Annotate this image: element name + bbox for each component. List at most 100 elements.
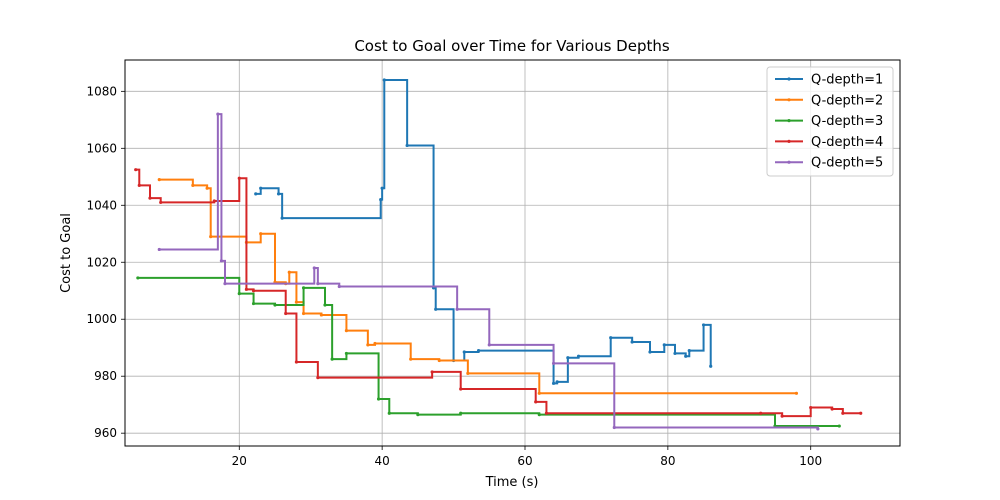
- data-point: [276, 192, 281, 196]
- data-point: [219, 259, 224, 263]
- data-point: [294, 360, 299, 364]
- data-point: [251, 301, 256, 306]
- data-point: [759, 411, 763, 415]
- data-point: [316, 376, 320, 380]
- data-point: [244, 287, 249, 291]
- legend-marker: [787, 160, 791, 164]
- data-point: [344, 351, 349, 356]
- data-point: [709, 364, 713, 368]
- data-point: [487, 343, 491, 347]
- data-point: [148, 196, 152, 200]
- data-point: [566, 356, 570, 360]
- series-4: [134, 168, 863, 418]
- legend-marker: [787, 77, 791, 81]
- data-point: [259, 186, 263, 190]
- data-point: [330, 357, 334, 361]
- series-line: [135, 168, 861, 418]
- data-point: [159, 200, 163, 205]
- data-point: [205, 186, 209, 190]
- data-point: [780, 414, 784, 418]
- data-point: [673, 351, 677, 356]
- data-point: [462, 350, 466, 354]
- data-point: [137, 183, 141, 187]
- data-point: [459, 411, 463, 415]
- data-point: [379, 197, 383, 202]
- x-tick-label: 80: [660, 454, 675, 468]
- y-tick-label: 1000: [86, 312, 117, 326]
- data-point: [434, 307, 438, 311]
- series-3: [136, 276, 841, 428]
- data-point: [366, 343, 370, 347]
- data-point: [312, 266, 316, 270]
- data-point: [380, 186, 384, 190]
- x-tick-label: 60: [517, 454, 532, 468]
- data-point: [216, 112, 220, 116]
- data-point: [466, 371, 470, 375]
- legend-box: [766, 66, 894, 177]
- data-point: [212, 199, 216, 203]
- data-point: [373, 341, 377, 346]
- legend: Q-depth=1 Q-depth=2 Q-depth=3 Q-depth=4 Q-de…: [766, 66, 894, 177]
- series-5: [157, 112, 820, 431]
- x-axis-label: Time (s): [485, 475, 539, 490]
- legend-label: Q-depth=5: [811, 156, 883, 171]
- data-point: [209, 235, 213, 239]
- plot-frame: [124, 59, 901, 447]
- data-point: [430, 370, 434, 374]
- x-tick-label: 100: [799, 454, 822, 468]
- data-point: [157, 178, 161, 182]
- data-point: [251, 289, 256, 293]
- legend-marker: [787, 98, 791, 102]
- data-point: [416, 413, 420, 417]
- chart-title: Cost to Goal over Time for Various Depth…: [354, 37, 670, 55]
- series-line: [159, 178, 797, 395]
- legend-label: Q-depth=1: [811, 73, 883, 88]
- series-layer: [134, 78, 863, 431]
- data-point: [544, 411, 549, 415]
- data-point: [576, 354, 581, 358]
- data-point: [687, 348, 691, 353]
- data-point: [237, 176, 241, 180]
- data-point: [387, 411, 391, 415]
- data-point: [816, 427, 820, 431]
- data-point: [323, 303, 327, 307]
- data-point: [237, 291, 241, 296]
- data-point: [136, 276, 140, 280]
- data-point: [316, 282, 320, 286]
- x-tick-label: 20: [232, 454, 247, 468]
- data-point: [405, 143, 409, 148]
- data-point: [337, 284, 341, 289]
- legend-label: Q-depth=2: [811, 93, 883, 108]
- data-point: [609, 336, 613, 340]
- data-point: [551, 361, 556, 365]
- data-point: [157, 247, 161, 252]
- data-point: [319, 313, 324, 317]
- data-point: [837, 424, 841, 428]
- legend-marker: [787, 119, 791, 123]
- series-line: [137, 276, 840, 428]
- data-point: [701, 323, 706, 327]
- y-tick-label: 960: [94, 426, 117, 440]
- legend-label: Q-depth=4: [811, 135, 883, 150]
- data-point: [280, 216, 284, 220]
- legend-label: Q-depth=3: [811, 114, 883, 129]
- data-point: [191, 183, 195, 187]
- data-point: [859, 411, 863, 415]
- data-point: [382, 78, 386, 82]
- data-point: [223, 282, 227, 286]
- data-point: [534, 400, 538, 404]
- data-point: [809, 405, 813, 410]
- data-point: [648, 350, 652, 354]
- data-point: [551, 381, 556, 385]
- data-point: [841, 411, 845, 415]
- data-point: [537, 413, 541, 417]
- data-point: [259, 232, 263, 236]
- data-point: [612, 425, 616, 430]
- data-point: [294, 300, 299, 304]
- y-tick-label: 980: [94, 369, 117, 383]
- y-tick-label: 1080: [86, 84, 117, 98]
- y-axis: 960 980 1000 1020 1040 1060 1080: [86, 84, 125, 440]
- data-point: [455, 307, 459, 311]
- data-point: [830, 407, 834, 411]
